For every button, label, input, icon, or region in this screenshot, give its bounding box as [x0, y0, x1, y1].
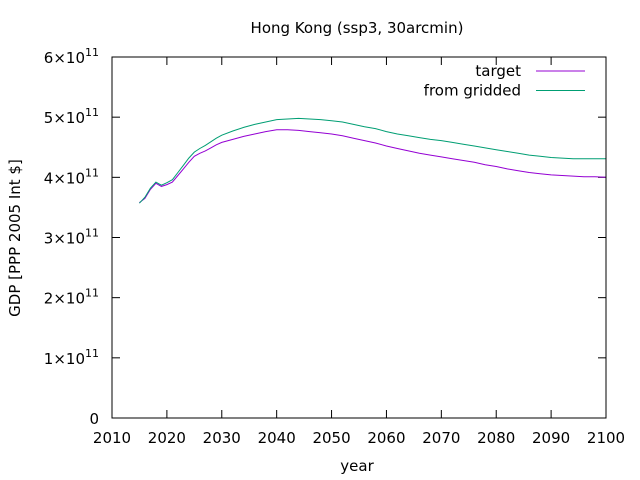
legend-label: from gridded: [424, 82, 521, 100]
x-axis-ticks: 2010 2020 2030 2040 2050 2060 2070 2080 2090 2100: [93, 57, 625, 447]
y-tick-label: 6×1011: [44, 46, 99, 67]
y-tick-mantissa: 2: [44, 290, 54, 308]
chart-title: Hong Kong (ssp3, 30arcmin): [251, 19, 464, 37]
x-tick-label: 2030: [203, 429, 241, 447]
y-tick-label: 2×1011: [44, 287, 99, 308]
y-axis-label: GDP [PPP 2005 Int $]: [6, 159, 24, 317]
y-tick-base: ×10: [53, 49, 85, 67]
x-tick-label: 2100: [587, 429, 625, 447]
x-tick-label: 2050: [312, 429, 350, 447]
series-line-target: [139, 129, 607, 203]
y-tick-mantissa: 5: [44, 109, 54, 127]
y-tick-label: 0: [89, 410, 99, 428]
y-tick-base: ×10: [53, 109, 85, 127]
series-line-from-gridded: [139, 117, 606, 204]
y-tick-label: 5×1011: [44, 106, 99, 127]
y-tick-label: 4×1011: [44, 166, 99, 187]
x-tick-label: 2070: [422, 429, 460, 447]
y-tick-mantissa: 4: [44, 169, 54, 187]
y-tick-base: ×10: [53, 350, 85, 368]
series-lines: [139, 117, 607, 204]
y-tick-label: 1×1011: [44, 347, 99, 368]
y-tick-exponent: 11: [85, 227, 99, 240]
legend: target from gridded: [424, 62, 585, 100]
x-tick-label: 2020: [148, 429, 186, 447]
y-tick-exponent: 11: [85, 106, 99, 119]
x-axis-label: year: [340, 457, 374, 475]
x-tick-label: 2060: [367, 429, 405, 447]
y-tick-exponent: 11: [85, 287, 99, 300]
y-tick-exponent: 11: [85, 166, 99, 179]
x-tick-label: 2080: [477, 429, 515, 447]
legend-label: target: [475, 62, 521, 80]
y-tick-mantissa: 3: [44, 230, 54, 248]
x-tick-label: 2010: [93, 429, 131, 447]
y-tick-mantissa: 0: [89, 410, 99, 428]
y-tick-label: 3×1011: [44, 227, 99, 248]
y-tick-base: ×10: [53, 290, 85, 308]
y-tick-mantissa: 1: [44, 350, 54, 368]
y-tick-exponent: 11: [85, 347, 99, 360]
plot-frame: [111, 56, 607, 419]
y-tick-exponent: 11: [85, 46, 99, 59]
y-tick-mantissa: 6: [44, 49, 54, 67]
y-tick-base: ×10: [53, 169, 85, 187]
x-tick-label: 2090: [532, 429, 570, 447]
x-tick-label: 2040: [258, 429, 296, 447]
y-tick-base: ×10: [53, 230, 85, 248]
